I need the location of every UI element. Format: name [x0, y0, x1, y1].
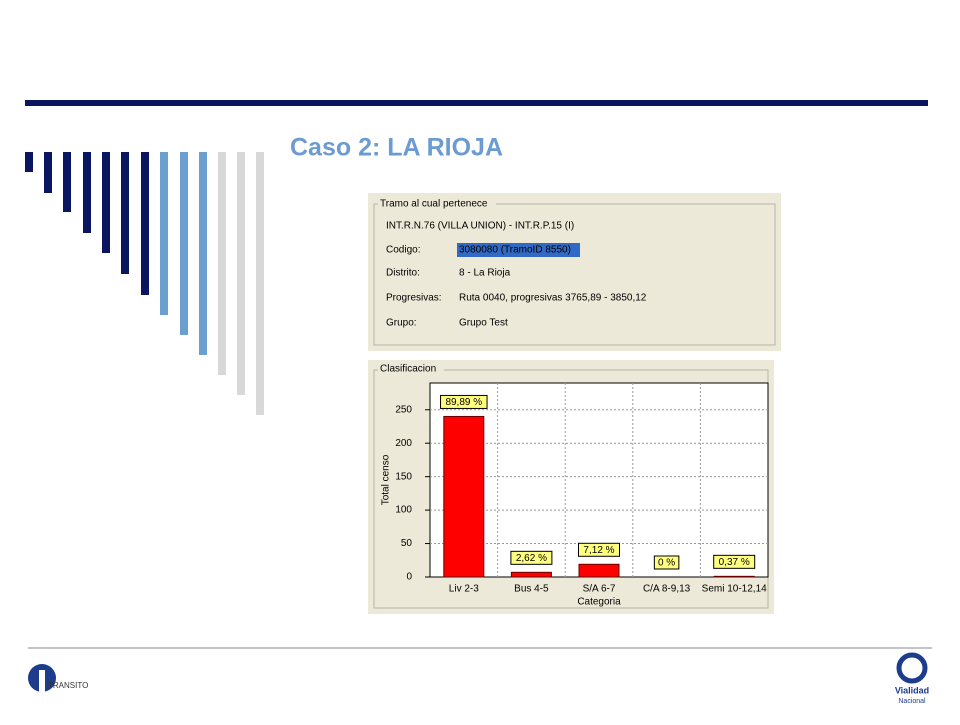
chart: 0 50 100 150 200 250 Liv 2-3 89,89 % Bus 4-5 2,62… [395, 394, 768, 595]
x-axis-label: Categoria [577, 597, 621, 608]
logo-left: TRANSITO [28, 664, 88, 692]
fields: Codigo: 3080080 (TramoID 8550) Distrito: 8 … [386, 245, 647, 329]
field-label: Grupo: [386, 318, 417, 329]
bar [443, 415, 485, 578]
x-tick-label: C/A 8-9,13 [643, 584, 691, 595]
annotation: 89,89 % [445, 397, 482, 408]
y-tick-label: 250 [395, 404, 412, 415]
logo-left-text: TRANSITO [48, 681, 88, 690]
y-axis-label: Total censo [381, 454, 392, 505]
annotation: 2,62 % [516, 553, 547, 564]
groupbox [373, 203, 776, 346]
x-tick-label: S/A 6-7 [583, 584, 616, 595]
logo-right: Vialidad Nacional [895, 652, 929, 705]
bar [713, 575, 755, 578]
selection [457, 243, 580, 257]
y-tick-label: 150 [395, 471, 412, 482]
x-tick-label: Bus 4-5 [514, 584, 549, 595]
slide-title: Caso 2: LA RIOJA [290, 134, 503, 162]
groupbox-gap [378, 199, 496, 209]
y-tick-label: 50 [401, 538, 413, 549]
annotation: 7,12 % [583, 545, 614, 556]
x-tick-label: Liv 2-3 [449, 584, 479, 595]
annotation: 0 % [658, 558, 675, 569]
info-window [368, 193, 781, 351]
field-label: Distrito: [386, 268, 420, 279]
annotation-box [653, 555, 680, 570]
chart-title: Clasificacion [380, 364, 436, 375]
bar [578, 563, 620, 578]
annotation-box [713, 554, 756, 569]
logo-right-text: Nacional [898, 698, 926, 705]
field-label: Progresivas: [386, 293, 442, 304]
field-value: 3080080 (TramoID 8550) [459, 245, 571, 256]
field-label: Codigo: [386, 245, 420, 256]
category-dividers [497, 383, 701, 577]
annotation: 0,37 % [719, 557, 750, 568]
annotation-box [440, 394, 488, 409]
top-rule [25, 100, 928, 106]
y-tick-label: 100 [395, 505, 412, 516]
bar [510, 571, 552, 578]
y-tick-label: 200 [395, 438, 412, 449]
groupbox-title: Tramo al cual pertenece [380, 199, 488, 210]
groupbox-gap [378, 365, 444, 375]
decor-bars [25, 152, 264, 415]
y-tick-label: 0 [406, 572, 412, 583]
logo-right-text: Vialidad [895, 685, 929, 695]
field-value: Ruta 0040, progresivas 3765,89 - 3850,12 [459, 293, 647, 304]
field-value: 8 - La Rioja [459, 268, 511, 279]
annotation-box [578, 542, 620, 557]
route: INT.R.N.76 (VILLA UNION) - INT.R.P.15 (I… [386, 221, 574, 232]
x-tick-label: Semi 10-12,14 [702, 584, 767, 595]
field-value: Grupo Test [459, 318, 508, 329]
annotation-box [510, 550, 553, 565]
